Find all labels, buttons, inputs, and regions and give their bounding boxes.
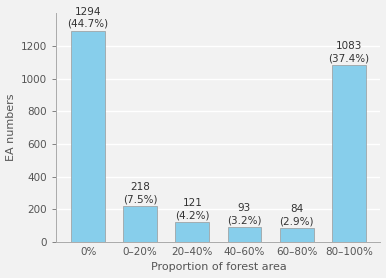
Bar: [71, 31, 105, 242]
Bar: [175, 222, 209, 242]
Text: 1294
(44.7%): 1294 (44.7%): [68, 7, 108, 29]
Y-axis label: EA numbers: EA numbers: [5, 94, 15, 162]
Bar: [332, 65, 366, 242]
Text: 93
(3.2%): 93 (3.2%): [227, 203, 262, 225]
Bar: [227, 227, 261, 242]
Text: 218
(7.5%): 218 (7.5%): [123, 182, 157, 205]
Text: 121
(4.2%): 121 (4.2%): [175, 198, 210, 221]
Bar: [280, 228, 313, 242]
X-axis label: Proportion of forest area: Proportion of forest area: [151, 262, 286, 272]
Text: 1083
(37.4%): 1083 (37.4%): [328, 41, 369, 63]
Text: 84
(2.9%): 84 (2.9%): [279, 204, 314, 227]
Bar: [123, 206, 157, 242]
